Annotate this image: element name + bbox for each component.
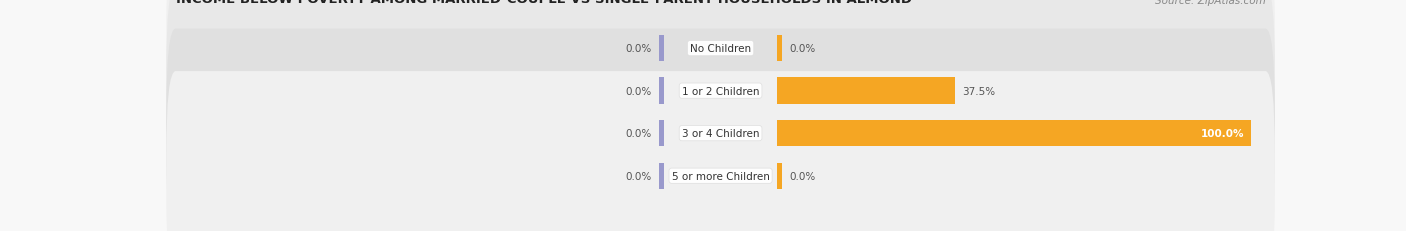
Text: 3 or 4 Children: 3 or 4 Children <box>682 129 759 139</box>
Bar <box>778 121 1251 147</box>
Text: 100.0%: 100.0% <box>1201 129 1244 139</box>
Bar <box>659 78 664 104</box>
Text: 0.0%: 0.0% <box>626 171 652 181</box>
Bar <box>659 36 664 62</box>
Bar <box>778 78 955 104</box>
Bar <box>778 163 782 189</box>
Bar <box>778 36 782 62</box>
Text: 37.5%: 37.5% <box>962 86 995 96</box>
FancyBboxPatch shape <box>166 72 1275 231</box>
Bar <box>659 121 664 147</box>
Text: 0.0%: 0.0% <box>626 86 652 96</box>
Text: Source: ZipAtlas.com: Source: ZipAtlas.com <box>1154 0 1265 6</box>
FancyBboxPatch shape <box>166 29 1275 231</box>
Text: 0.0%: 0.0% <box>789 171 815 181</box>
Bar <box>659 163 664 189</box>
Text: 5 or more Children: 5 or more Children <box>672 171 769 181</box>
Text: INCOME BELOW POVERTY AMONG MARRIED-COUPLE VS SINGLE-PARENT HOUSEHOLDS IN ALMOND: INCOME BELOW POVERTY AMONG MARRIED-COUPL… <box>176 0 911 6</box>
FancyBboxPatch shape <box>166 0 1275 195</box>
Text: No Children: No Children <box>690 44 751 54</box>
Text: 0.0%: 0.0% <box>626 129 652 139</box>
FancyBboxPatch shape <box>166 0 1275 153</box>
Text: 0.0%: 0.0% <box>789 44 815 54</box>
Text: 0.0%: 0.0% <box>626 44 652 54</box>
Text: 1 or 2 Children: 1 or 2 Children <box>682 86 759 96</box>
